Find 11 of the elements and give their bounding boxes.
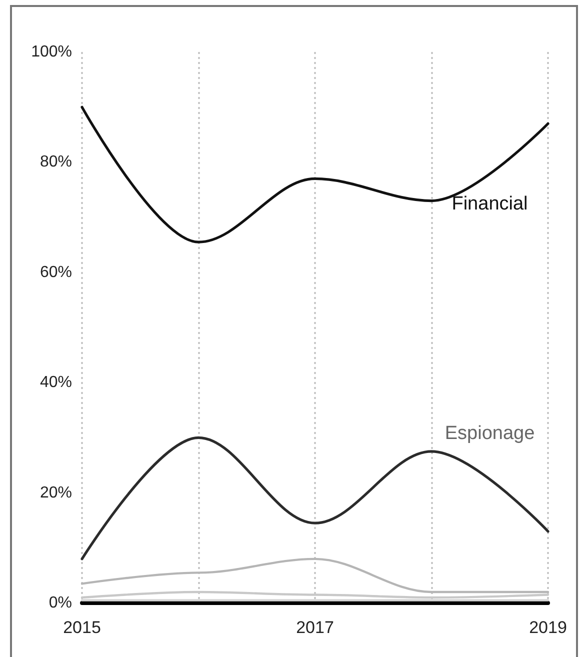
x-tick-label: 2015	[63, 618, 101, 637]
series-label: Espionage	[444, 422, 535, 444]
series-label: Financial	[452, 194, 528, 215]
y-tick-label: 40%	[40, 374, 72, 392]
x-tick-label: 2019	[529, 618, 567, 637]
y-tick-label: 60%	[40, 264, 72, 281]
y-tick-label: 20%	[40, 484, 72, 502]
y-tick-label: 0%	[48, 594, 72, 612]
y-tick-label: 80%	[40, 154, 72, 171]
x-tick-label: 2017	[296, 618, 334, 637]
y-tick-label: 100%	[31, 44, 72, 60]
